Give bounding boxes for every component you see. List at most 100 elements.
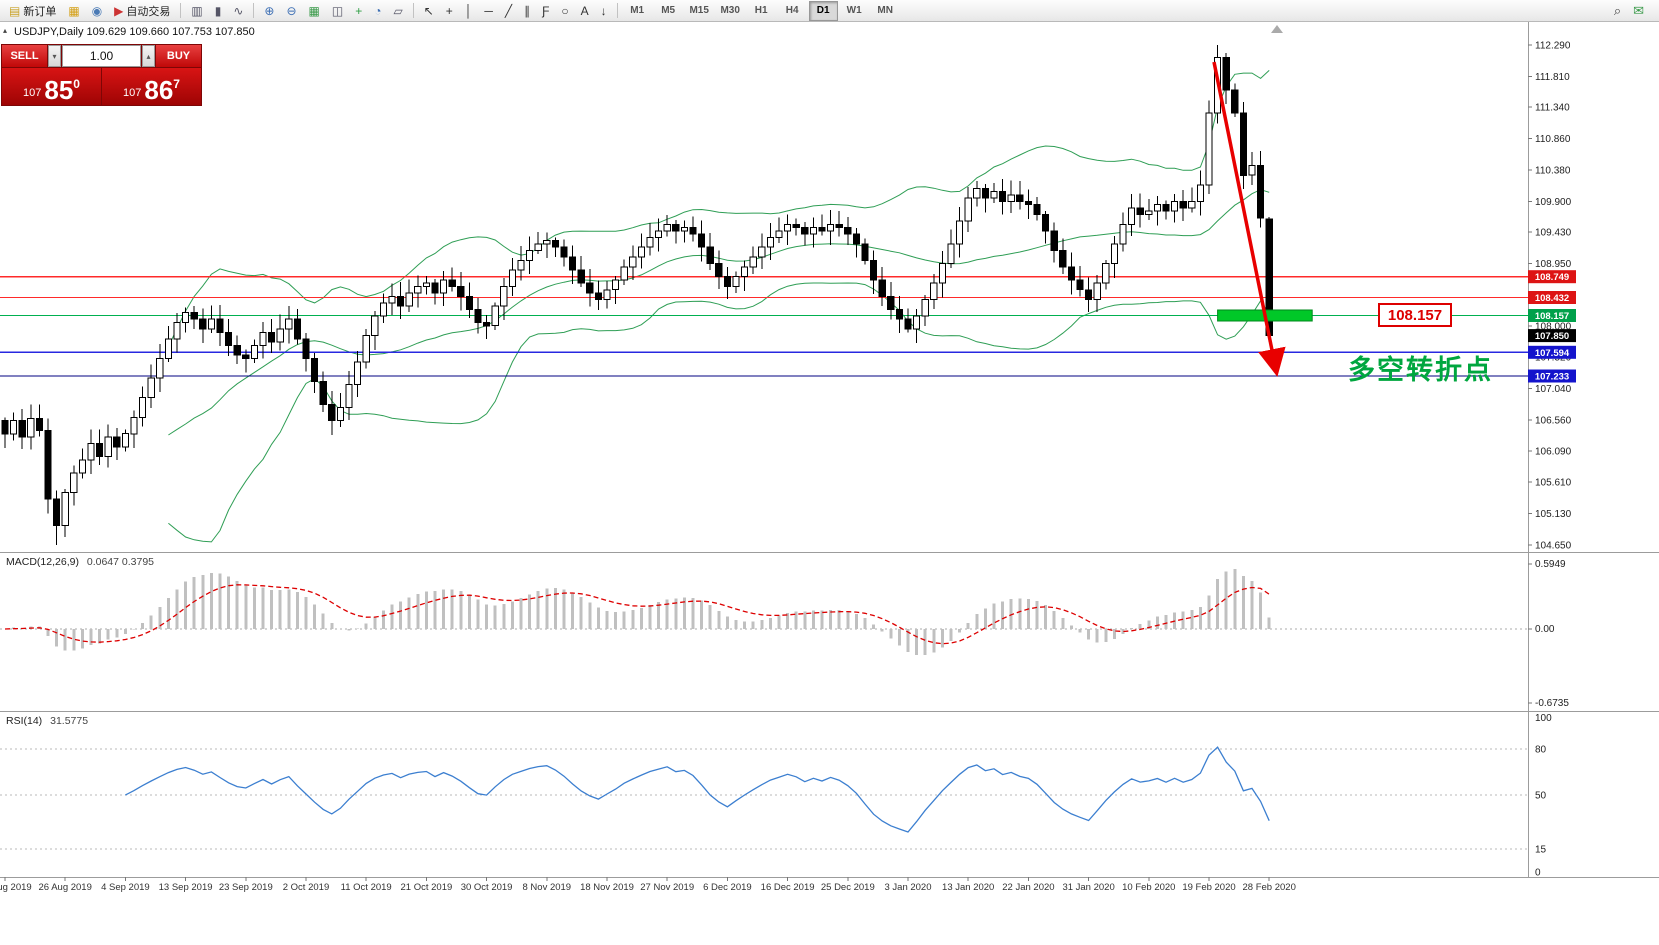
- buy-price-button[interactable]: 107 86 7: [102, 68, 201, 105]
- svg-text:108.000: 108.000: [1535, 321, 1572, 332]
- zoom-out-button[interactable]: ⊖: [281, 1, 301, 21]
- fibonacci-button[interactable]: Ƒ: [537, 1, 554, 21]
- svg-text:106.090: 106.090: [1535, 446, 1572, 457]
- timeframe-h4-button[interactable]: H4: [785, 4, 799, 16]
- tile-windows-button[interactable]: ▦: [304, 1, 325, 21]
- oneclick-top-row: SELL ▾ 1.00 ▴ BUY: [2, 45, 201, 67]
- zoom-in-button[interactable]: ⊕: [259, 1, 279, 21]
- trendline-button[interactable]: ╱: [500, 1, 517, 21]
- toolbar: ▤ 新订单 ▦ ◉ ▶ 自动交易 ▥ ▮ ∿ ⊕ ⊖ ▦ ◫ + ◔ ▱ ↖ + │ ─ ╱ ∥ Ƒ ○ A ↓ M1 M5 M15 M…: [0, 0, 1659, 22]
- svg-text:26 Aug 2019: 26 Aug 2019: [39, 882, 92, 893]
- arrows-button[interactable]: ↓: [596, 1, 612, 21]
- macd-indicator-name: MACD(12,26,9): [6, 556, 79, 568]
- svg-text:22 Jan 2020: 22 Jan 2020: [1002, 882, 1054, 893]
- svg-text:2 Oct 2019: 2 Oct 2019: [283, 882, 329, 893]
- rsi-value: 31.5775: [50, 715, 89, 727]
- time-axis[interactable]: 16 Aug 2019 26 Aug 2019 4 Sep 2019 13 Sep 2…: [0, 877, 1296, 893]
- svg-text:105.610: 105.610: [1535, 478, 1572, 489]
- crosshair-icon: +: [445, 3, 453, 18]
- timeframe-w1-button[interactable]: W1: [846, 4, 862, 16]
- shapes-icon: ○: [561, 3, 569, 18]
- trendline-icon: ╱: [504, 3, 513, 18]
- horizontal-line-button[interactable]: ─: [479, 1, 498, 21]
- new-order-button[interactable]: ▤ 新订单: [4, 1, 61, 21]
- svg-text:16 Dec 2019: 16 Dec 2019: [761, 882, 815, 893]
- svg-text:107.594: 107.594: [1535, 348, 1570, 359]
- svg-text:19 Feb 2020: 19 Feb 2020: [1182, 882, 1235, 893]
- candlestick-series[interactable]: [1, 45, 1273, 545]
- timeframe-m30-button[interactable]: M30: [720, 4, 740, 16]
- autotrading-button[interactable]: ▶ 自动交易: [109, 1, 175, 21]
- svg-text:108.432: 108.432: [1535, 293, 1569, 304]
- svg-text:111.810: 111.810: [1535, 72, 1570, 83]
- horizontal-price-lines[interactable]: [0, 276, 1528, 377]
- svg-text:108.950: 108.950: [1535, 259, 1572, 270]
- svg-text:109.900: 109.900: [1535, 197, 1572, 208]
- text-button[interactable]: A: [576, 1, 594, 21]
- autotrading-icon: ▶: [114, 3, 124, 18]
- vertical-line-button[interactable]: │: [460, 1, 478, 21]
- sell-button[interactable]: SELL: [2, 45, 47, 67]
- autotrading-button-label: 自动交易: [126, 5, 171, 18]
- shapes-button[interactable]: ○: [556, 1, 573, 21]
- sell-price-button[interactable]: 107 85 0: [2, 68, 101, 105]
- price-callout[interactable]: 108.157: [1378, 303, 1452, 327]
- one-click-trading-panel: SELL ▾ 1.00 ▴ BUY 107 85 0 107 86 7: [1, 44, 202, 106]
- macd-panel: 0.5949 0.00 -0.6735: [0, 559, 1569, 709]
- toolbar-separator: [253, 3, 255, 18]
- svg-text:107.850: 107.850: [1535, 331, 1569, 342]
- candlestick-chart-button[interactable]: ▮: [210, 1, 227, 21]
- chart-shift-marker: [1271, 25, 1283, 33]
- turning-point-note[interactable]: 多空转折点: [1348, 355, 1493, 385]
- sell-price-prefix: 107: [23, 87, 42, 99]
- cursor-button[interactable]: ↖: [419, 1, 439, 21]
- svg-text:109.430: 109.430: [1535, 228, 1572, 239]
- buy-price-sup: 7: [173, 77, 180, 91]
- charts-menu-button[interactable]: ▦: [63, 1, 84, 21]
- timeframe-mn-button[interactable]: MN: [877, 4, 893, 16]
- svg-text:108.749: 108.749: [1535, 272, 1569, 283]
- timeframe-m1-button[interactable]: M1: [630, 4, 645, 16]
- chat-icon[interactable]: ✉: [1633, 2, 1644, 18]
- svg-text:23 Sep 2019: 23 Sep 2019: [219, 882, 273, 893]
- channel-button[interactable]: ∥: [519, 1, 535, 21]
- new-order-icon: ▤: [9, 3, 21, 18]
- price-tags: 108.749 108.432 108.157 107.594 107.233 107.8…: [1528, 270, 1576, 383]
- timeframe-m15-button[interactable]: M15: [689, 4, 709, 16]
- svg-text:30 Oct 2019: 30 Oct 2019: [461, 882, 513, 893]
- sell-price-sup: 0: [73, 77, 80, 91]
- line-chart-button[interactable]: ∿: [228, 1, 248, 21]
- volume-increase-button[interactable]: ▴: [142, 45, 155, 67]
- timeframe-h1-button[interactable]: H1: [754, 4, 768, 16]
- oneclick-collapse-arrow[interactable]: ▴: [3, 26, 8, 35]
- new-order-button-label: 新订单: [23, 5, 57, 18]
- templates-button[interactable]: ▱: [389, 1, 408, 21]
- bar-chart-button[interactable]: ▥: [186, 1, 207, 21]
- volume-input[interactable]: 1.00: [62, 45, 141, 67]
- crosshair-button[interactable]: +: [441, 1, 458, 21]
- toolbar-separator: [412, 3, 414, 18]
- tile-windows-icon: ▦: [308, 3, 320, 18]
- zoom-out-icon: ⊖: [286, 3, 297, 18]
- svg-text:31 Jan 2020: 31 Jan 2020: [1062, 882, 1114, 893]
- indicators-button[interactable]: +: [350, 1, 367, 21]
- timeframe-m5-button[interactable]: M5: [661, 4, 676, 16]
- rsi-indicator-name: RSI(14): [6, 715, 43, 727]
- volume-decrease-button[interactable]: ▾: [48, 45, 61, 67]
- arrange-windows-button[interactable]: ◫: [327, 1, 348, 21]
- buy-button[interactable]: BUY: [156, 45, 201, 67]
- svg-text:0.00: 0.00: [1535, 624, 1555, 635]
- svg-text:110.860: 110.860: [1535, 134, 1571, 145]
- svg-text:110.380: 110.380: [1535, 166, 1571, 177]
- profiles-button[interactable]: ◉: [87, 1, 107, 21]
- periods-icon: ◔: [374, 3, 382, 18]
- periods-button[interactable]: ◔: [369, 1, 386, 21]
- timeframe-d1-button[interactable]: D1: [808, 0, 838, 21]
- svg-text:4 Sep 2019: 4 Sep 2019: [101, 882, 150, 893]
- toolbar-separator: [616, 3, 618, 18]
- vertical-line-icon: │: [464, 3, 473, 18]
- svg-text:50: 50: [1535, 791, 1547, 802]
- search-icon[interactable]: ⌕: [1613, 2, 1622, 18]
- chart-objects[interactable]: [1212, 25, 1313, 377]
